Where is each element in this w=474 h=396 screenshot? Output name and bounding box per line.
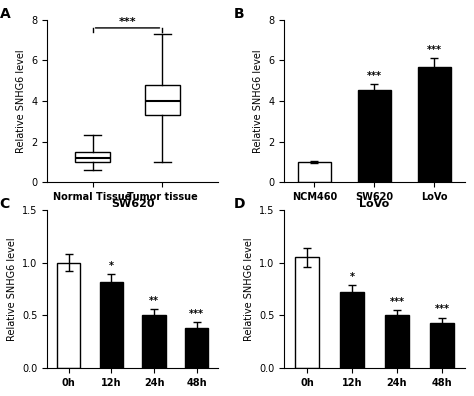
Text: ***: *** [118,17,137,27]
Text: A: A [0,7,10,21]
Text: ***: *** [367,70,382,81]
Text: ***: *** [427,45,442,55]
Text: **: ** [149,296,159,306]
Text: C: C [0,197,10,211]
Bar [418,67,451,182]
Y-axis label: Relative SNHG6 level: Relative SNHG6 level [244,237,254,341]
Bar [57,263,81,368]
Bar [142,316,166,368]
Bar [185,328,209,368]
Text: ***: *** [435,305,449,314]
Bar [294,257,319,368]
Text: *: * [109,261,114,271]
PathPatch shape [75,152,110,162]
Title: SW620: SW620 [111,199,155,209]
Text: ***: *** [390,297,404,307]
Title: LoVo: LoVo [359,199,390,209]
Bar [339,292,365,368]
Y-axis label: Relative SNHG6 level: Relative SNHG6 level [16,49,26,153]
Text: D: D [234,197,246,211]
Text: ***: *** [189,308,204,319]
Y-axis label: Relative SNHG6 level: Relative SNHG6 level [253,49,263,153]
PathPatch shape [145,85,180,115]
Text: *: * [349,272,355,282]
Y-axis label: Relative SNHG6 level: Relative SNHG6 level [7,237,17,341]
Bar [358,90,391,182]
Bar [100,282,123,368]
Bar [298,162,331,182]
Bar [384,316,410,368]
Bar [429,323,455,368]
Text: B: B [234,7,245,21]
